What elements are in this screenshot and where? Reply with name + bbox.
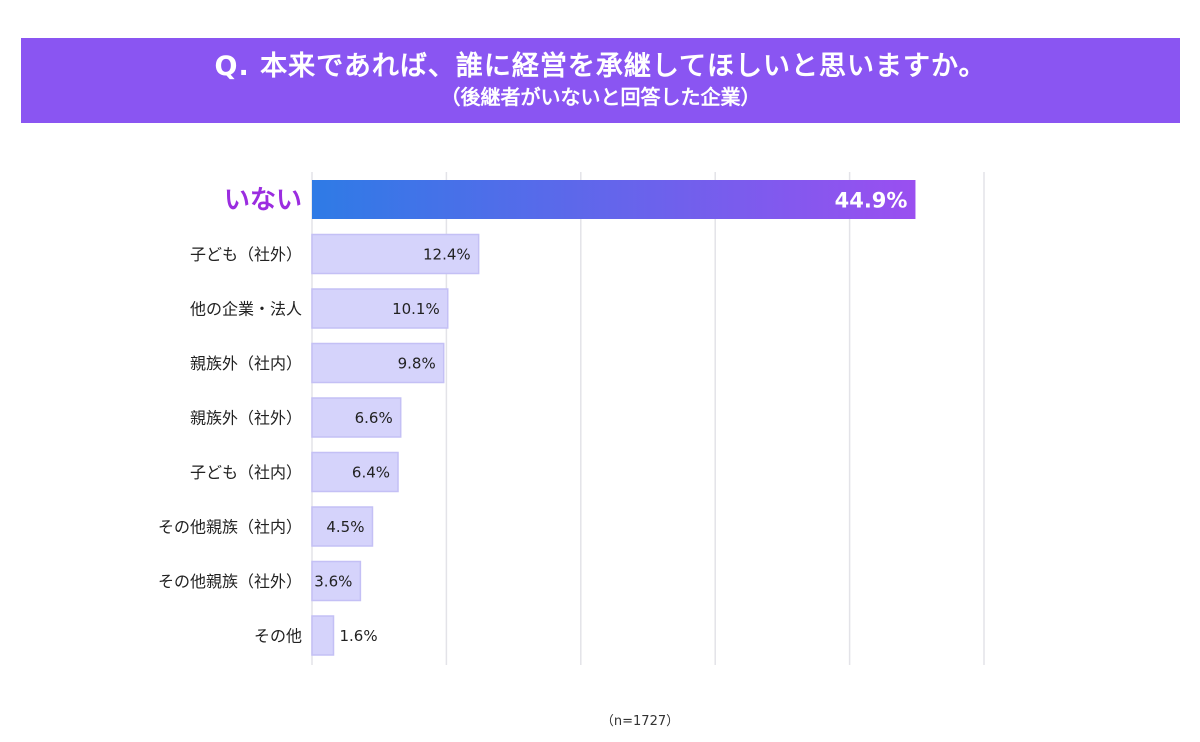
category-label: その他 [254, 627, 302, 646]
value-label: 44.9% [835, 189, 908, 213]
bars [311, 180, 916, 656]
category-label: いない [224, 186, 302, 216]
bar [312, 180, 916, 219]
value-label: 6.6% [355, 409, 393, 427]
bar [311, 288, 449, 329]
category-label: 親族外（社外） [190, 409, 302, 428]
value-label: 3.6% [314, 573, 352, 591]
category-label: 他の企業・法人 [190, 300, 302, 319]
sample-size-note: （n=1727） [600, 714, 680, 729]
bar [311, 342, 445, 384]
value-label: 4.5% [326, 518, 364, 536]
category-label: その他親族（社内） [158, 518, 302, 537]
chart-subtitle: （後継者がいないと回答した企業） [440, 85, 761, 109]
value-label: 9.8% [398, 355, 436, 373]
value-label: 10.1% [392, 300, 440, 318]
bar [311, 506, 374, 547]
bar [311, 397, 402, 438]
title-banner: Q. 本来であれば、誰に経営を承継してほしいと思いますか。 （後継者がいないと回… [21, 38, 1180, 123]
value-label: 6.4% [352, 464, 390, 482]
value-labels: 44.9% 12.4% 10.1% 9.8% 6.6% 6.4% 4.5% 3.6% 1.6% [314, 189, 907, 646]
category-label: 子ども（社外） [190, 245, 302, 264]
value-label: 12.4% [423, 246, 471, 264]
category-label: その他親族（社外） [158, 572, 302, 591]
chart-title: Q. 本来であれば、誰に経営を承継してほしいと思いますか。 [214, 51, 987, 82]
category-label: 親族外（社内） [190, 354, 302, 373]
bar [311, 615, 335, 656]
value-label: 1.6% [340, 627, 378, 645]
category-label: 子ども（社内） [190, 463, 302, 482]
bar [311, 233, 480, 275]
bar [311, 451, 399, 493]
bar [311, 560, 362, 602]
